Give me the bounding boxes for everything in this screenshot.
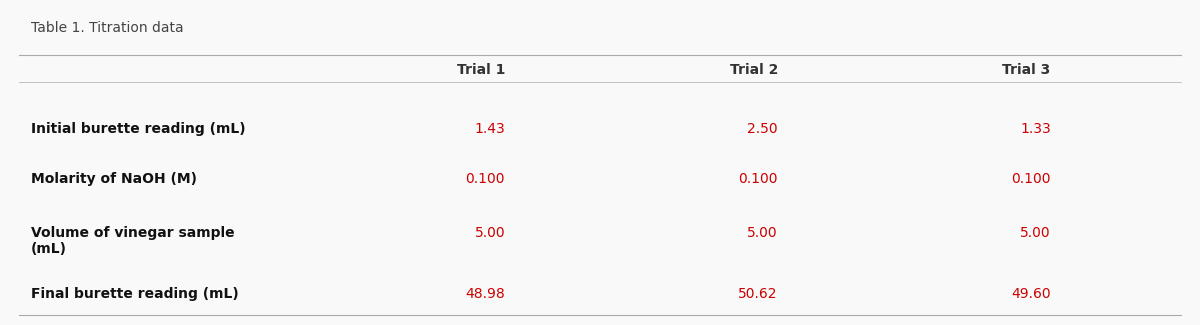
Text: Trial 1: Trial 1 [457,63,505,77]
Text: 0.100: 0.100 [466,172,505,186]
Text: 5.00: 5.00 [748,226,778,240]
Text: Initial burette reading (mL): Initial burette reading (mL) [31,122,245,136]
Text: 1.43: 1.43 [474,122,505,136]
Text: 49.60: 49.60 [1012,287,1051,301]
Text: 5.00: 5.00 [1020,226,1051,240]
Text: 2.50: 2.50 [748,122,778,136]
Text: 0.100: 0.100 [1012,172,1051,186]
Text: 48.98: 48.98 [466,287,505,301]
Text: Final burette reading (mL): Final burette reading (mL) [31,287,239,301]
Text: 1.33: 1.33 [1020,122,1051,136]
Text: 50.62: 50.62 [738,287,778,301]
Text: 5.00: 5.00 [474,226,505,240]
Text: Volume of vinegar sample
(mL): Volume of vinegar sample (mL) [31,226,234,256]
Text: Trial 2: Trial 2 [730,63,778,77]
Text: Molarity of NaOH (M): Molarity of NaOH (M) [31,172,197,186]
Text: Table 1. Titration data: Table 1. Titration data [31,21,184,35]
Text: Trial 3: Trial 3 [1002,63,1051,77]
Text: 0.100: 0.100 [738,172,778,186]
